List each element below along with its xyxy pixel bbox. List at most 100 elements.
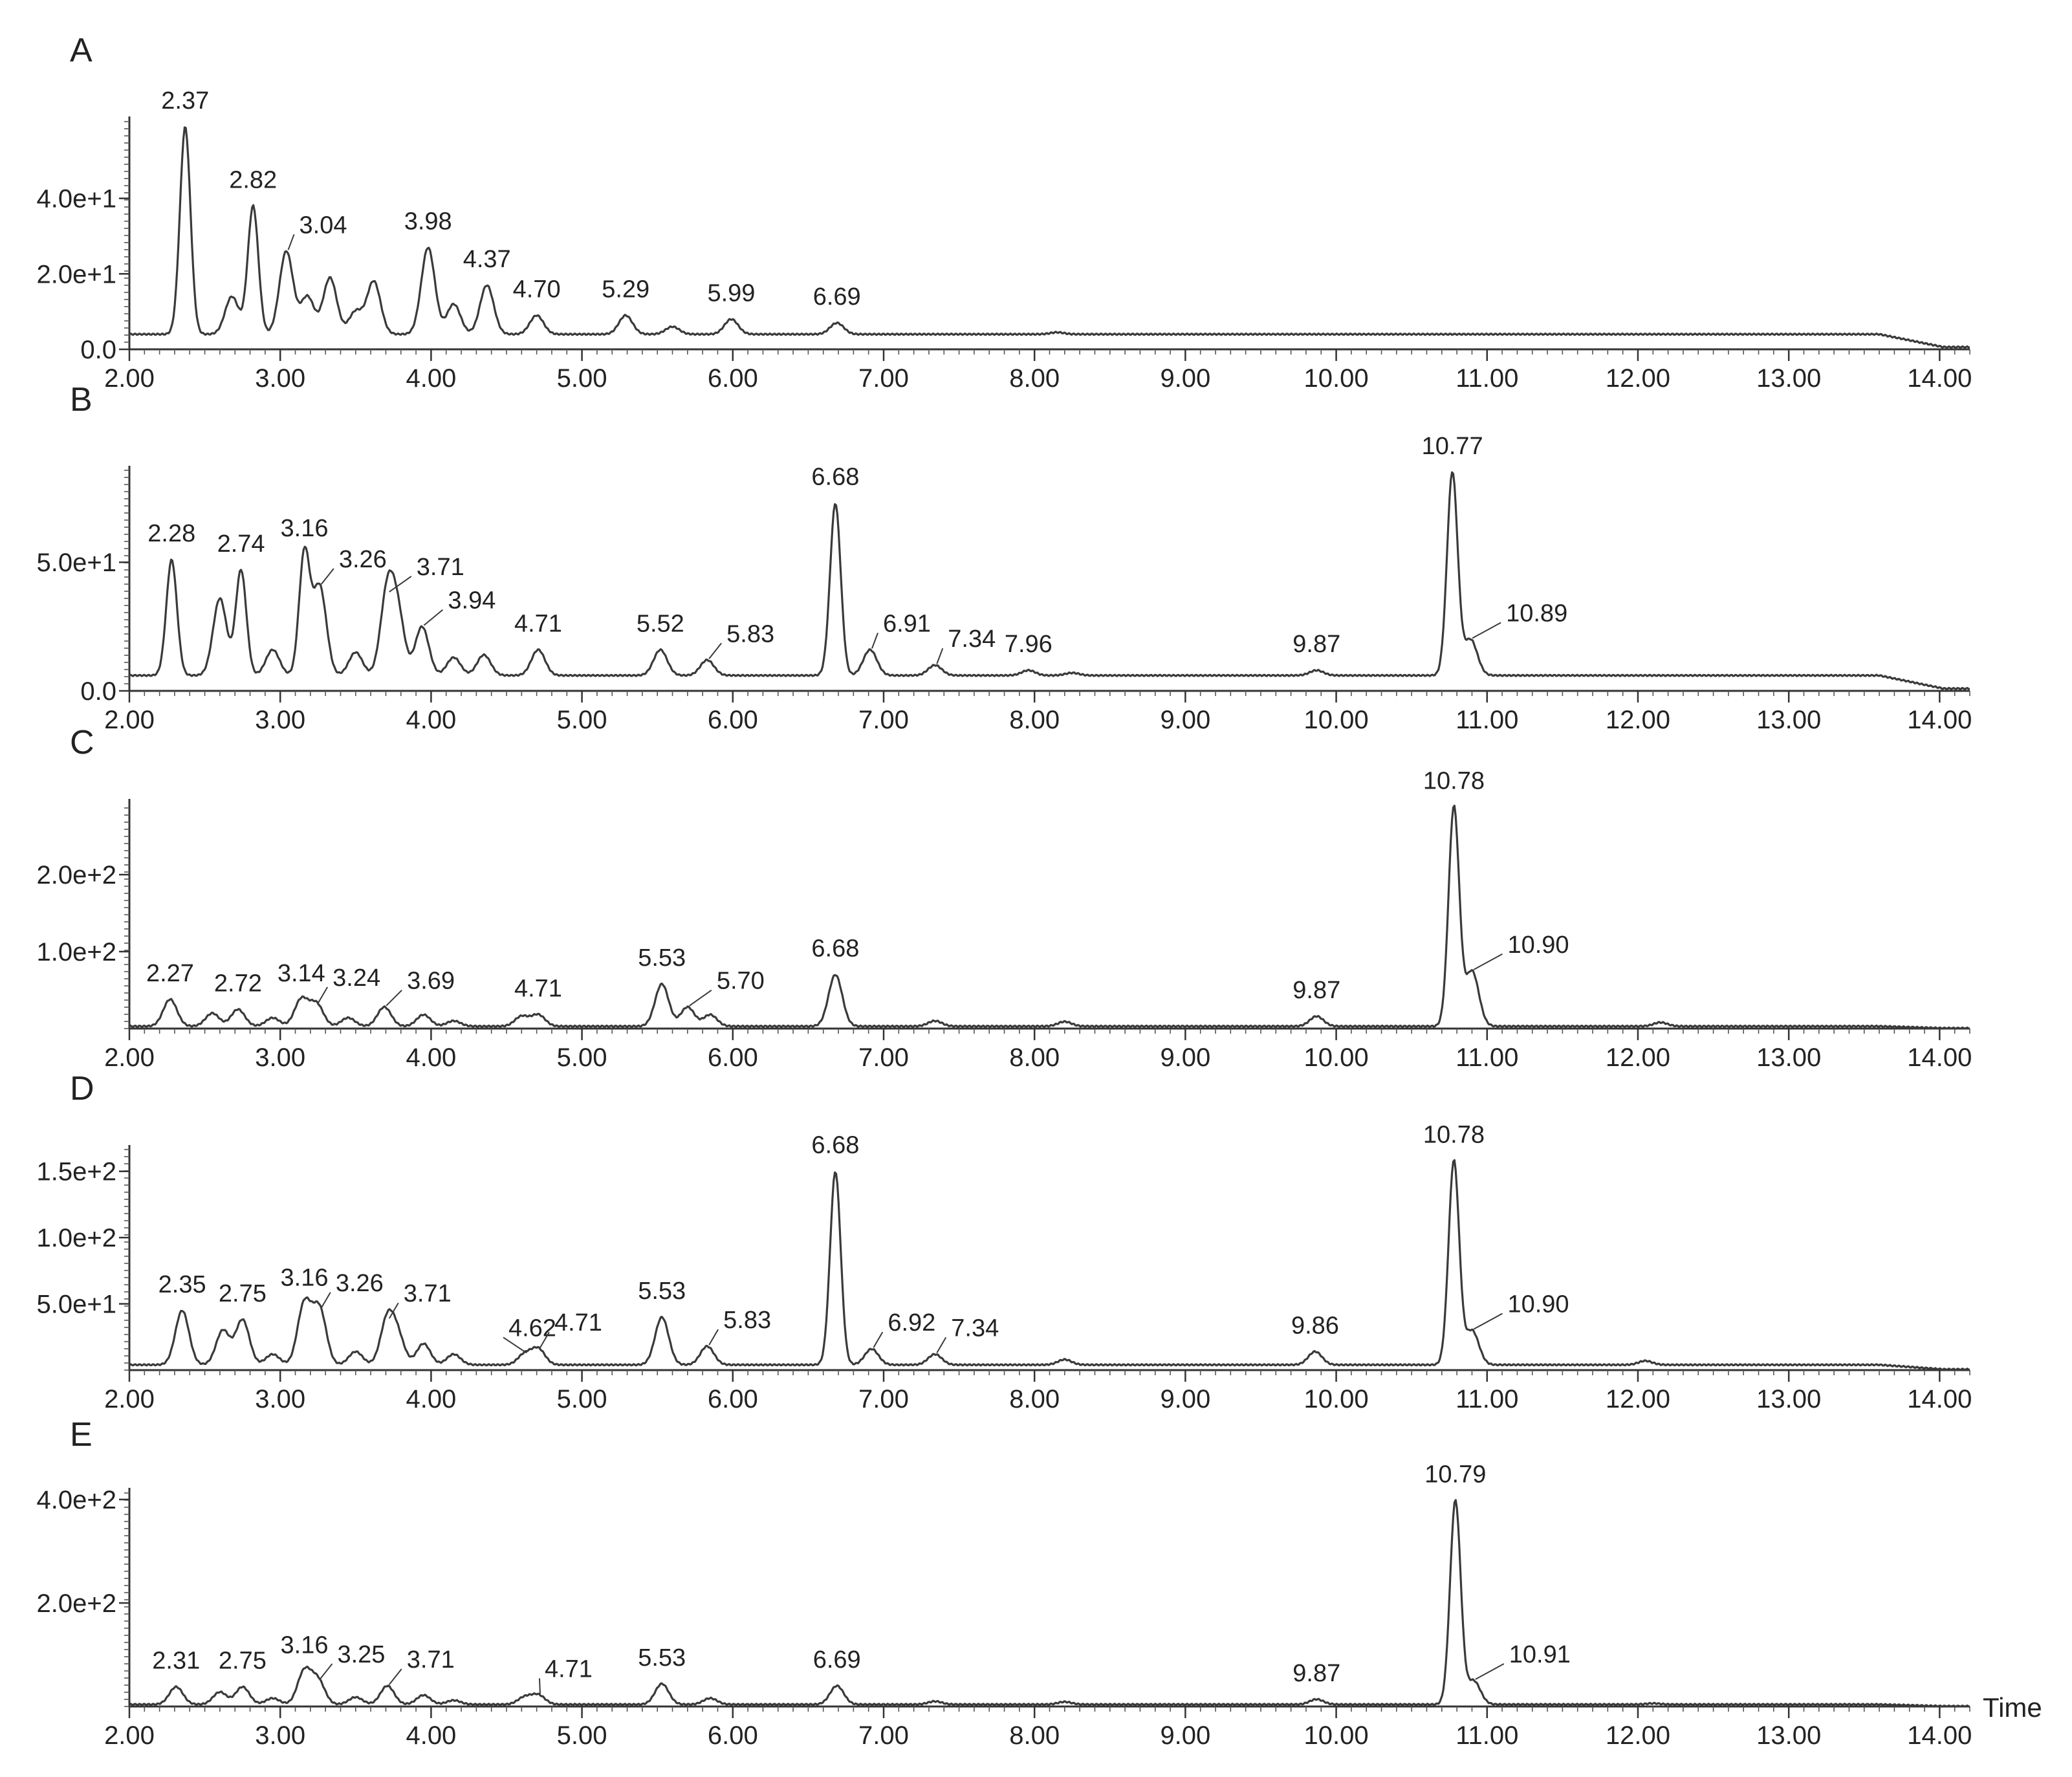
peak-label: 6.68 — [811, 464, 859, 491]
peak-label: 9.87 — [1292, 977, 1340, 1004]
peak-label: 9.87 — [1292, 1660, 1340, 1687]
peak-leader-line — [1473, 1313, 1503, 1330]
peak-label: 4.62 — [508, 1314, 556, 1342]
peak-label: 6.68 — [811, 935, 859, 963]
x-tick-label: 13.00 — [1756, 1385, 1821, 1413]
x-tick-label: 8.00 — [1009, 1721, 1060, 1750]
x-tick-label: 12.00 — [1606, 1385, 1670, 1413]
peak-label: 6.69 — [813, 1646, 861, 1673]
peak-label: 4.71 — [514, 976, 562, 1003]
x-tick-label: 10.00 — [1304, 1721, 1369, 1750]
peak-label: 3.25 — [337, 1641, 385, 1668]
chromatogram-trace — [129, 1499, 1970, 1708]
peak-label: 2.31 — [152, 1648, 200, 1675]
peak-leader-line — [423, 609, 444, 626]
peak-label: 3.71 — [407, 1646, 455, 1673]
peak-label: 9.87 — [1292, 631, 1340, 658]
peak-label: 2.82 — [229, 166, 277, 193]
peak-label: 6.68 — [811, 1132, 859, 1159]
x-tick-label: 9.00 — [1160, 1043, 1210, 1072]
panel-d: D 5.0e+1 1.0e+2 1.5e+2 2.00 3.00 4.00 5.00 6.00 7… — [37, 1070, 1972, 1413]
peak-label: 3.69 — [407, 968, 455, 995]
x-tick-label: 11.00 — [1456, 364, 1518, 393]
peak-label: 5.53 — [638, 1278, 686, 1305]
x-tick-label: 2.00 — [104, 1043, 155, 1072]
peak-label: 3.16 — [281, 1265, 329, 1292]
peak-label: 6.92 — [888, 1309, 935, 1336]
peak-label: 10.90 — [1507, 1291, 1569, 1318]
chromatogram-trace — [129, 1159, 1970, 1371]
x-tick-label: 6.00 — [708, 1721, 758, 1750]
x-tick-label: 11.00 — [1456, 706, 1518, 734]
x-tick-label: 7.00 — [858, 1043, 909, 1072]
x-tick-label: 5.00 — [557, 706, 607, 734]
y-tick-label: 5.0e+1 — [37, 1291, 116, 1319]
x-tick-label: 11.00 — [1456, 1721, 1518, 1750]
panel-letter: E — [70, 1416, 93, 1454]
peak-label: 4.71 — [554, 1309, 602, 1336]
peak-leader-line — [708, 1329, 719, 1346]
peak-label: 5.52 — [637, 610, 684, 637]
peak-leader-line — [386, 989, 402, 1007]
panel-b: B 0.0 5.0e+1 2.00 3.00 4.00 5.00 6.00 7.00 8.00 9.… — [37, 381, 1972, 734]
peak-label: 3.24 — [333, 965, 380, 992]
peak-leader-line — [708, 642, 722, 659]
peak-label: 4.71 — [545, 1655, 593, 1683]
x-tick-label: 3.00 — [255, 1385, 305, 1413]
x-tick-label: 5.00 — [557, 364, 607, 393]
peak-leader-line — [1472, 622, 1501, 639]
x-tick-label: 3.00 — [255, 364, 305, 393]
peak-leader-line — [689, 989, 712, 1007]
y-tick-label: 0.0 — [80, 336, 116, 364]
chromatogram-trace — [129, 126, 1970, 349]
x-tick-label: 2.00 — [104, 1721, 155, 1750]
y-tick-label: 1.5e+2 — [37, 1158, 116, 1186]
x-tick-label: 12.00 — [1606, 706, 1670, 734]
peak-leader-line — [287, 234, 295, 250]
peak-label: 3.26 — [339, 546, 387, 573]
panel-c: C 1.0e+2 2.0e+2 2.00 3.00 4.00 5.00 6.00 7.00 8.0… — [37, 724, 1972, 1072]
panel-e: E 2.0e+2 4.0e+2 2.00 3.00 4.00 5.00 6.00 7.00 8.0… — [37, 1416, 1972, 1750]
x-tick-label: 4.00 — [406, 1043, 456, 1072]
x-tick-label: 13.00 — [1756, 1043, 1821, 1072]
peak-label: 10.78 — [1423, 1121, 1485, 1148]
peak-leader-line — [320, 1292, 331, 1309]
peak-label: 3.16 — [281, 515, 329, 542]
peak-label: 10.79 — [1424, 1461, 1486, 1488]
panel-letter: C — [70, 724, 94, 761]
peak-label: 2.27 — [146, 960, 194, 987]
y-tick-label: 4.0e+1 — [37, 185, 116, 213]
y-tick-label: 2.0e+1 — [37, 260, 116, 289]
x-tick-label: 13.00 — [1756, 706, 1821, 734]
peak-label: 3.71 — [404, 1280, 452, 1307]
peak-label: 10.91 — [1509, 1641, 1571, 1668]
x-tick-label: 12.00 — [1606, 1721, 1670, 1750]
peak-label: 4.70 — [513, 276, 561, 303]
y-tick-label: 5.0e+1 — [37, 549, 116, 577]
x-tick-label: 9.00 — [1160, 1721, 1210, 1750]
x-tick-label: 10.00 — [1304, 1385, 1369, 1413]
peak-label: 7.96 — [1005, 631, 1052, 658]
x-tick-label: 7.00 — [858, 706, 909, 734]
peak-label: 5.83 — [723, 1307, 771, 1334]
x-tick-label: 6.00 — [708, 364, 758, 393]
peak-label: 5.53 — [638, 1644, 686, 1672]
peak-leader-line — [318, 987, 329, 1003]
x-tick-label: 6.00 — [708, 1043, 758, 1072]
x-tick-label: 10.00 — [1304, 1043, 1369, 1072]
peak-label: 10.90 — [1507, 932, 1569, 959]
x-tick-label: 14.00 — [1907, 1385, 1972, 1413]
peak-leader-line — [389, 576, 412, 593]
x-tick-label: 11.00 — [1456, 1043, 1518, 1072]
peak-label: 3.04 — [300, 212, 347, 239]
x-tick-label: 12.00 — [1606, 364, 1670, 393]
peak-label: 10.77 — [1422, 433, 1483, 460]
peak-label: 4.71 — [514, 610, 562, 637]
peak-leader-line — [871, 633, 878, 649]
peak-label: 7.34 — [948, 626, 996, 653]
x-tick-label: 12.00 — [1606, 1043, 1670, 1072]
x-tick-label: 4.00 — [406, 1721, 456, 1750]
x-tick-label: 5.00 — [557, 1043, 607, 1072]
peak-label: 6.69 — [813, 283, 861, 311]
peak-label: 7.34 — [951, 1314, 999, 1342]
